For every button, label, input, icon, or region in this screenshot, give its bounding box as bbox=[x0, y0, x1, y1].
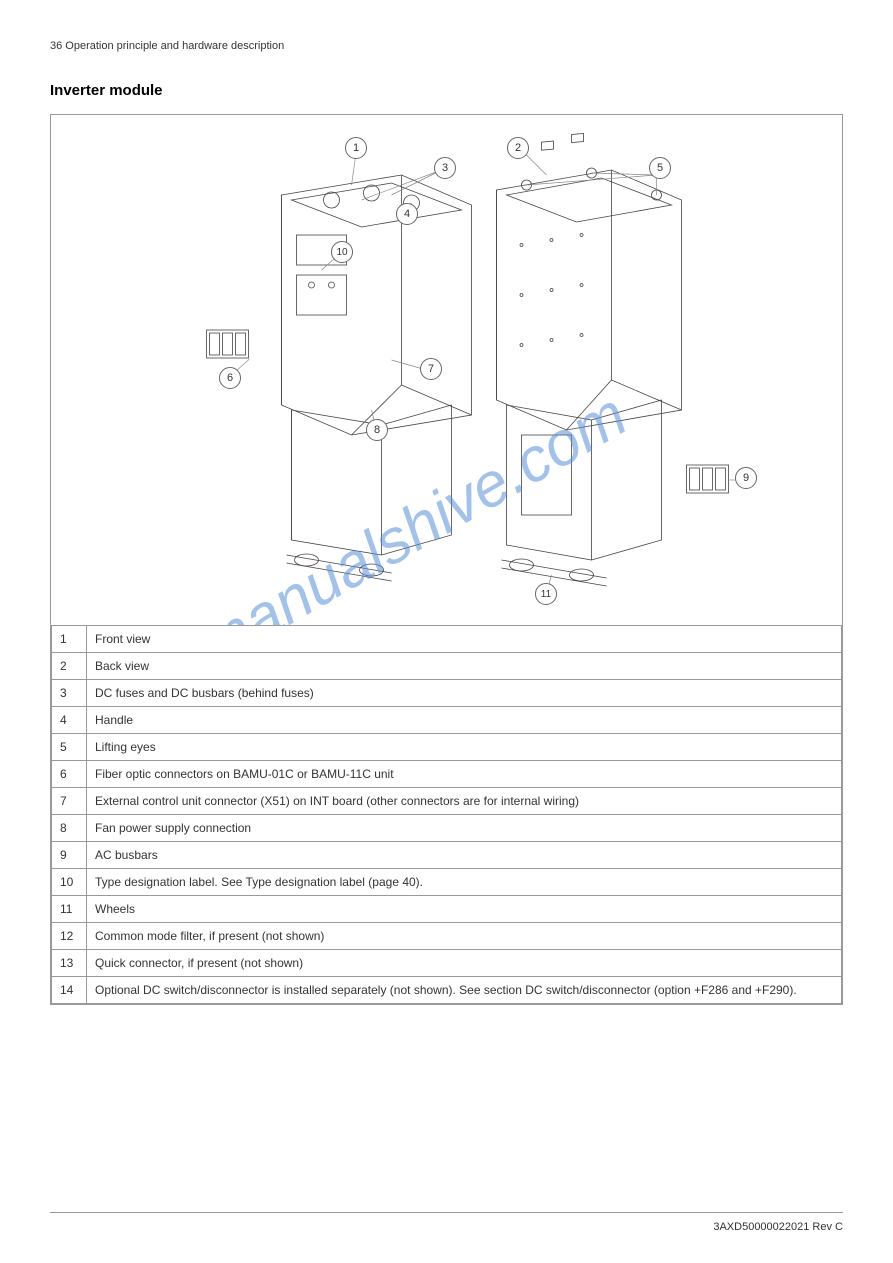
callout-9: 9 bbox=[735, 467, 757, 489]
legend-num: 3 bbox=[52, 680, 87, 707]
legend-row: 2Back view bbox=[52, 653, 842, 680]
legend-desc: Common mode filter, if present (not show… bbox=[87, 923, 842, 950]
page-footer: 3AXD50000022021 Rev C bbox=[50, 1212, 843, 1233]
legend-row: 3DC fuses and DC busbars (behind fuses) bbox=[52, 680, 842, 707]
legend-row: 13Quick connector, if present (not shown… bbox=[52, 950, 842, 977]
callout-6: 6 bbox=[219, 367, 241, 389]
legend-num: 13 bbox=[52, 950, 87, 977]
legend-row: 7External control unit connector (X51) o… bbox=[52, 788, 842, 815]
legend-num: 14 bbox=[52, 977, 87, 1004]
figure-container: 1 2 3 4 5 6 7 8 9 10 11 manualshive.com … bbox=[50, 114, 843, 1005]
callout-10: 10 bbox=[331, 241, 353, 263]
legend-desc: DC fuses and DC busbars (behind fuses) bbox=[87, 680, 842, 707]
legend-num: 5 bbox=[52, 734, 87, 761]
legend-row: 11Wheels bbox=[52, 896, 842, 923]
legend-num: 9 bbox=[52, 842, 87, 869]
legend-num: 6 bbox=[52, 761, 87, 788]
callout-2: 2 bbox=[507, 137, 529, 159]
legend-row: 14Optional DC switch/disconnector is ins… bbox=[52, 977, 842, 1004]
legend-desc: Fiber optic connectors on BAMU-01C or BA… bbox=[87, 761, 842, 788]
module-diagram bbox=[51, 115, 842, 625]
legend-num: 1 bbox=[52, 626, 87, 653]
legend-num: 12 bbox=[52, 923, 87, 950]
legend-num: 4 bbox=[52, 707, 87, 734]
legend-row: 9AC busbars bbox=[52, 842, 842, 869]
legend-row: 1Front view bbox=[52, 626, 842, 653]
legend-row: 12Common mode filter, if present (not sh… bbox=[52, 923, 842, 950]
callout-1: 1 bbox=[345, 137, 367, 159]
legend-num: 8 bbox=[52, 815, 87, 842]
legend-desc: External control unit connector (X51) on… bbox=[87, 788, 842, 815]
legend-num: 11 bbox=[52, 896, 87, 923]
section-title: Inverter module bbox=[50, 82, 843, 99]
legend-row: 8Fan power supply connection bbox=[52, 815, 842, 842]
callout-5: 5 bbox=[649, 157, 671, 179]
legend-num: 7 bbox=[52, 788, 87, 815]
legend-row: 10Type designation label. See Type desig… bbox=[52, 869, 842, 896]
legend-table: 1Front view2Back view3DC fuses and DC bu… bbox=[51, 625, 842, 1004]
legend-num: 2 bbox=[52, 653, 87, 680]
callout-4: 4 bbox=[396, 203, 418, 225]
legend-num: 10 bbox=[52, 869, 87, 896]
callout-3: 3 bbox=[434, 157, 456, 179]
legend-desc: Front view bbox=[87, 626, 842, 653]
callout-11: 11 bbox=[535, 583, 557, 605]
legend-desc: Wheels bbox=[87, 896, 842, 923]
legend-row: 6Fiber optic connectors on BAMU-01C or B… bbox=[52, 761, 842, 788]
callout-7: 7 bbox=[420, 358, 442, 380]
footer-revision: 3AXD50000022021 Rev C bbox=[713, 1221, 843, 1233]
legend-row: 4Handle bbox=[52, 707, 842, 734]
legend-row: 5Lifting eyes bbox=[52, 734, 842, 761]
legend-desc: Quick connector, if present (not shown) bbox=[87, 950, 842, 977]
legend-desc: Fan power supply connection bbox=[87, 815, 842, 842]
legend-desc: Handle bbox=[87, 707, 842, 734]
legend-desc: Back view bbox=[87, 653, 842, 680]
page-header: 36 Operation principle and hardware desc… bbox=[50, 40, 843, 52]
callout-8: 8 bbox=[366, 419, 388, 441]
figure-image: 1 2 3 4 5 6 7 8 9 10 11 manualshive.com bbox=[51, 115, 842, 625]
legend-desc: Type designation label. See Type designa… bbox=[87, 869, 842, 896]
legend-desc: Lifting eyes bbox=[87, 734, 842, 761]
legend-desc: AC busbars bbox=[87, 842, 842, 869]
legend-desc: Optional DC switch/disconnector is insta… bbox=[87, 977, 842, 1004]
